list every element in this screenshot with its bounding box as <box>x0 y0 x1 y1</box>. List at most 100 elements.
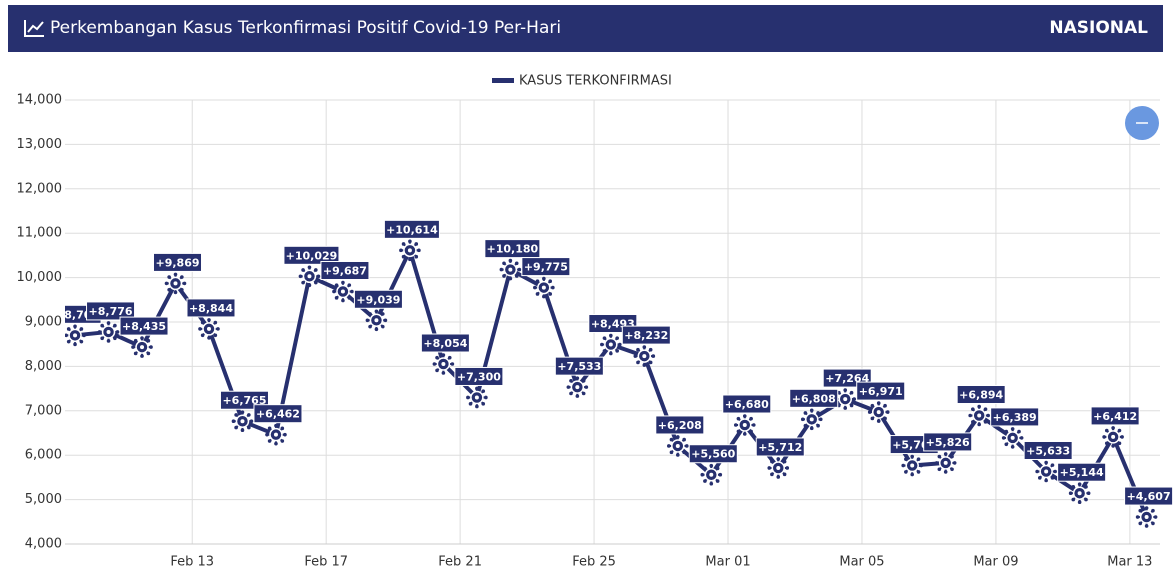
marker-tip <box>1077 482 1082 487</box>
marker-tip <box>475 404 479 409</box>
marker-tip <box>1071 485 1076 489</box>
point-marker <box>666 435 689 457</box>
marker-tip <box>1138 508 1143 513</box>
marker-tip <box>280 439 285 443</box>
point-marker <box>198 318 220 340</box>
marker-tip <box>952 461 957 465</box>
value-label: +6,462 <box>256 408 300 421</box>
marker-tip <box>341 298 345 303</box>
marker-core <box>140 345 145 350</box>
value-label: +5,633 <box>1026 444 1070 457</box>
point-marker <box>700 463 723 486</box>
header-region: NASIONAL <box>1049 18 1148 38</box>
value-label-box <box>383 219 440 239</box>
value-label-box <box>186 298 236 318</box>
y-tick-label: 12,000 <box>17 181 63 196</box>
x-tick-label: Feb 25 <box>572 555 616 570</box>
marker-tip <box>919 463 924 468</box>
marker-tip <box>703 479 707 483</box>
marker-tip <box>347 296 352 300</box>
marker-tip <box>669 450 674 455</box>
y-tick-label: 10,000 <box>17 270 63 285</box>
value-label-box <box>1023 440 1073 460</box>
value-label-box <box>956 385 1006 405</box>
legend-swatch[interactable] <box>492 78 514 83</box>
marker-tip <box>736 416 741 421</box>
marker-tip <box>1053 469 1057 474</box>
value-label-box <box>283 245 340 265</box>
value-label: +9,687 <box>323 264 367 277</box>
marker-tip <box>715 479 720 483</box>
marker-tip <box>1135 515 1140 519</box>
marker-tip <box>770 459 774 464</box>
marker-tip <box>316 274 321 279</box>
marker-tip <box>782 459 787 464</box>
point-marker <box>633 345 656 367</box>
marker-tip <box>1017 442 1021 447</box>
x-tick-label: Mar 05 <box>839 555 884 570</box>
marker-tip <box>450 362 455 366</box>
marker-tip <box>106 339 111 343</box>
x-tick-label: Mar 01 <box>705 555 750 570</box>
marker-tip <box>876 419 881 423</box>
marker-tip <box>684 444 689 448</box>
marker-tip <box>113 323 117 328</box>
value-label-box <box>454 366 504 386</box>
marker-core <box>441 362 446 367</box>
marker-core <box>776 465 781 470</box>
marker-core <box>474 395 479 400</box>
marker-tip <box>971 407 975 411</box>
marker-tip <box>1111 426 1115 430</box>
marker-core <box>876 410 881 415</box>
marker-tip <box>709 463 714 468</box>
marker-core <box>742 423 747 428</box>
marker-core <box>240 419 245 424</box>
marker-tip <box>602 336 607 340</box>
marker-tip <box>115 330 120 334</box>
value-label-box <box>420 333 470 353</box>
marker-core <box>608 342 613 347</box>
marker-tip <box>475 386 479 391</box>
value-label: +5,560 <box>691 448 735 461</box>
marker-tip <box>709 481 714 486</box>
marker-tip <box>983 420 988 424</box>
marker-tip <box>1144 524 1149 528</box>
point-marker <box>800 408 823 431</box>
marker-tip <box>1004 442 1009 447</box>
marker-tip <box>280 426 285 431</box>
y-tick-label: 6,000 <box>25 448 62 463</box>
marker-tip <box>843 406 848 410</box>
marker-tip <box>146 338 151 343</box>
marker-tip <box>374 327 379 332</box>
marker-tip <box>213 320 218 325</box>
marker-tip <box>341 280 345 285</box>
marker-tip <box>986 413 990 418</box>
value-label: +8,435 <box>122 320 166 333</box>
marker-core <box>307 274 312 279</box>
value-label-box <box>856 381 906 401</box>
legend-label[interactable]: KASUS TERKONFIRMASI <box>519 74 672 89</box>
point-marker <box>934 452 957 474</box>
marker-tip <box>803 411 808 415</box>
marker-tip <box>651 354 656 358</box>
x-tick-label: Feb 21 <box>438 555 482 570</box>
marker-tip <box>615 336 619 340</box>
marker-tip <box>140 336 144 340</box>
value-label: +6,412 <box>1093 410 1137 423</box>
marker-tip <box>307 283 312 288</box>
point-marker <box>901 454 924 477</box>
marker-tip <box>809 408 814 413</box>
marker-tip <box>514 274 519 278</box>
marker-core <box>1111 434 1116 439</box>
marker-tip <box>481 402 486 406</box>
marker-tip <box>682 450 686 455</box>
marker-tip <box>1120 435 1124 439</box>
marker-tip <box>447 355 452 360</box>
marker-tip <box>602 349 607 353</box>
marker-tip <box>380 312 385 316</box>
marker-tip <box>180 275 184 279</box>
marker-tip <box>283 432 287 437</box>
marker-core <box>642 354 647 359</box>
marker-core <box>977 413 982 418</box>
marker-tip <box>182 281 187 286</box>
